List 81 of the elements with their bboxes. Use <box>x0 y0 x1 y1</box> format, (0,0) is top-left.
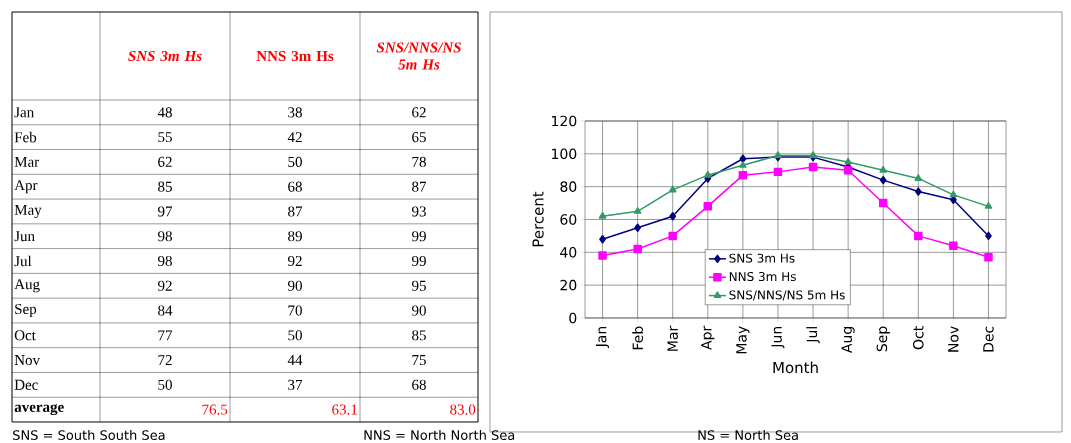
y-tick-label: 100 <box>552 148 577 160</box>
x-tick-label: Oct <box>913 326 924 350</box>
text: 93 <box>411 206 426 217</box>
text: 99 <box>411 231 426 242</box>
text: 97 <box>157 206 173 217</box>
text: 95 <box>411 280 426 291</box>
text: 92 <box>287 255 302 267</box>
text: 90 <box>287 280 302 291</box>
text: 50 <box>158 379 172 390</box>
text: 85 <box>412 330 426 341</box>
legend-label: SNS 3m Hs <box>729 253 795 263</box>
text: 48 <box>157 107 172 118</box>
x-tick-label: Jun <box>771 326 785 349</box>
category-label: Feb <box>14 131 37 143</box>
text: 50 <box>288 330 302 341</box>
x-tick-label: May <box>736 326 750 354</box>
category-label: Jul <box>14 255 32 267</box>
text: 98 <box>157 231 172 242</box>
x-tick-label: Dec <box>983 326 994 352</box>
y-tick-label: 80 <box>560 181 577 192</box>
legend-label: SNS/NNS/NS 5m Hs <box>729 290 845 301</box>
text: 90 <box>411 305 426 316</box>
text: 99 <box>411 255 426 267</box>
text: 42 <box>287 132 302 143</box>
y-tick-label: 120 <box>552 115 577 127</box>
category-label: SNS 3m Hs <box>128 50 202 62</box>
x-tick-label: Aug <box>841 327 855 353</box>
category-label: Jan <box>14 107 34 118</box>
text: SNS = South South Sea <box>13 429 165 441</box>
text: 89 <box>288 231 302 242</box>
text: 62 <box>158 156 172 167</box>
category-label: Aug <box>14 279 40 293</box>
text: 87 <box>412 181 427 192</box>
x-tick-label: Jan <box>596 326 610 349</box>
text: 75 <box>412 355 426 366</box>
y-axis-title: Percent <box>532 191 544 247</box>
y-tick-label: 20 <box>560 279 577 291</box>
category-label: Dec <box>14 379 38 390</box>
legend-label: NNS 3m Hs <box>729 272 796 282</box>
x-tick-label: Sep <box>876 326 890 352</box>
category-label: SNS/NNS/NS 5m Hs <box>376 42 461 70</box>
x-tick-label: Feb <box>632 326 644 350</box>
text: NS = North Sea <box>698 429 798 441</box>
text: 76.5 <box>202 404 228 415</box>
text: 44 <box>287 355 303 365</box>
category-label: Sep <box>15 303 37 318</box>
text: NNS = North North Sea <box>364 429 515 441</box>
y-tick-label: 60 <box>560 214 577 225</box>
y-tick-label: 40 <box>560 247 577 258</box>
x-tick-label: Nov <box>948 326 959 352</box>
text: 87 <box>288 206 303 217</box>
category-label: Mar <box>14 156 40 167</box>
text: 65 <box>412 132 426 143</box>
text: 70 <box>288 305 302 316</box>
category-label: NNS 3m Hs <box>256 50 334 62</box>
text: 55 <box>158 132 172 143</box>
category-label: Jun <box>14 231 35 242</box>
category-label: average <box>14 404 64 416</box>
text: 98 <box>157 255 172 267</box>
category-label: Nov <box>14 355 41 366</box>
text: 84 <box>158 305 173 316</box>
text: 83.0 <box>450 404 476 415</box>
text: 77 <box>158 330 173 341</box>
category-label: Apr <box>14 180 38 194</box>
x-tick-label: Apr <box>701 325 715 350</box>
text: 38 <box>288 107 302 118</box>
text: 37 <box>288 379 303 390</box>
category-label: May <box>14 204 42 218</box>
text: 92 <box>157 280 172 291</box>
x-axis-title: Month <box>773 361 818 374</box>
text: 50 <box>288 156 302 167</box>
x-tick-label: Mar <box>667 325 678 351</box>
text: 62 <box>412 107 426 118</box>
text: 72 <box>158 355 172 366</box>
text: 68 <box>288 181 302 192</box>
text: 78 <box>412 156 426 167</box>
text: 85 <box>158 181 172 192</box>
text: 68 <box>412 379 426 390</box>
y-tick-label: 0 <box>569 312 577 324</box>
x-tick-label: Jul <box>806 327 820 344</box>
text: 63.1 <box>332 404 357 415</box>
